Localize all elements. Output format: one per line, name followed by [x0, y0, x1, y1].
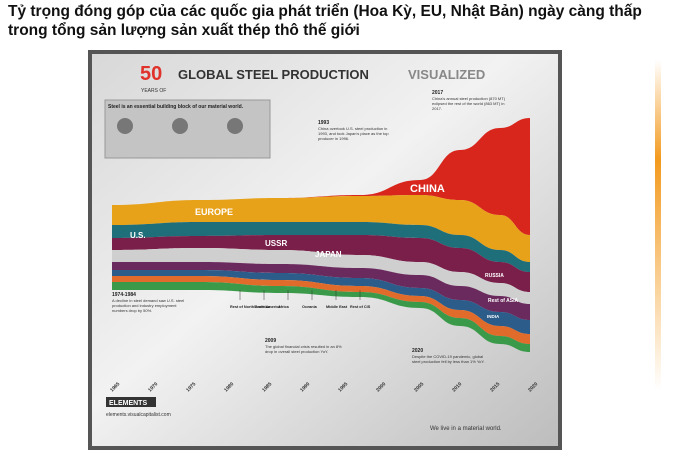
- bottom-region-label: Rest of North America: [230, 305, 271, 309]
- region-label: USSR: [265, 239, 287, 248]
- annotation-year: 2020: [412, 348, 423, 354]
- heading: GLOBAL STEEL PRODUCTION: [178, 67, 369, 82]
- stream-band: [112, 262, 530, 320]
- region-label: EUROPE: [195, 207, 233, 217]
- annotation-text: China's annual steel production (870 MT)…: [432, 96, 506, 111]
- icon: [227, 118, 243, 134]
- region-label: INDIA: [487, 314, 500, 319]
- region-label: CHINA: [410, 183, 445, 195]
- bottom-region-label: Africa: [278, 305, 290, 309]
- annotation-box: The global financial crisis resulted in …: [265, 344, 342, 354]
- annotation-text: The global financial crisis resulted in …: [265, 344, 342, 354]
- brand: ELEMENTS: [109, 400, 147, 407]
- slide-title: Tỷ trọng đóng góp của các quốc gia phát …: [8, 3, 642, 39]
- number: 50: [140, 63, 162, 85]
- annotation-box: China's annual steel production (870 MT)…: [432, 96, 506, 111]
- heading-accent: VISUALIZED: [408, 67, 485, 82]
- region-label: U.S.: [130, 231, 146, 240]
- intro-box: [104, 99, 271, 159]
- stream-band: [112, 276, 530, 344]
- annotation-year: 1974-1984: [112, 292, 136, 298]
- intro: Steel is an essential building block of …: [108, 104, 244, 110]
- annotation-year: 2017: [432, 90, 443, 96]
- stream-band: [112, 118, 530, 235]
- annotation-text: China overtook U.S. steel production in …: [318, 126, 389, 141]
- bottom-region-label: Rest of CIS: [350, 305, 371, 309]
- url: elements.visualcapitalist.com: [106, 412, 171, 418]
- tagline: We live in a material world.: [430, 426, 502, 432]
- region-label: Rest of ASIA: [488, 298, 518, 304]
- bottom-region-label: South America: [254, 305, 282, 309]
- annotation-box: A decline in steel demand saw U.S. steel…: [112, 298, 185, 313]
- stream-band: [112, 282, 530, 352]
- stream-band: [112, 270, 530, 334]
- stream-band: [112, 195, 530, 262]
- icon: [172, 118, 188, 134]
- annotation-text: Despite the COVID-19 pandemic, global st…: [412, 354, 485, 364]
- stream-band: [112, 248, 530, 304]
- brand-box: [106, 397, 156, 407]
- annotation-box: Despite the COVID-19 pandemic, global st…: [412, 354, 485, 364]
- bottom-region-label: Oceania: [302, 305, 318, 309]
- region-label: RUSSIA: [485, 273, 504, 279]
- years-of: YEARS OF: [141, 88, 166, 94]
- bottom-region-label: Middle East: [326, 305, 348, 309]
- stream-band: [112, 235, 530, 292]
- stream-band: [112, 222, 530, 272]
- region-label: JAPAN: [315, 250, 342, 259]
- annotation-year: 2009: [265, 338, 276, 344]
- accent-bar: [655, 60, 661, 390]
- annotation-box: China overtook U.S. steel production in …: [318, 126, 389, 141]
- annotation-text: A decline in steel demand saw U.S. steel…: [112, 298, 185, 313]
- annotation-year: 1993: [318, 120, 329, 126]
- icon: [117, 118, 133, 134]
